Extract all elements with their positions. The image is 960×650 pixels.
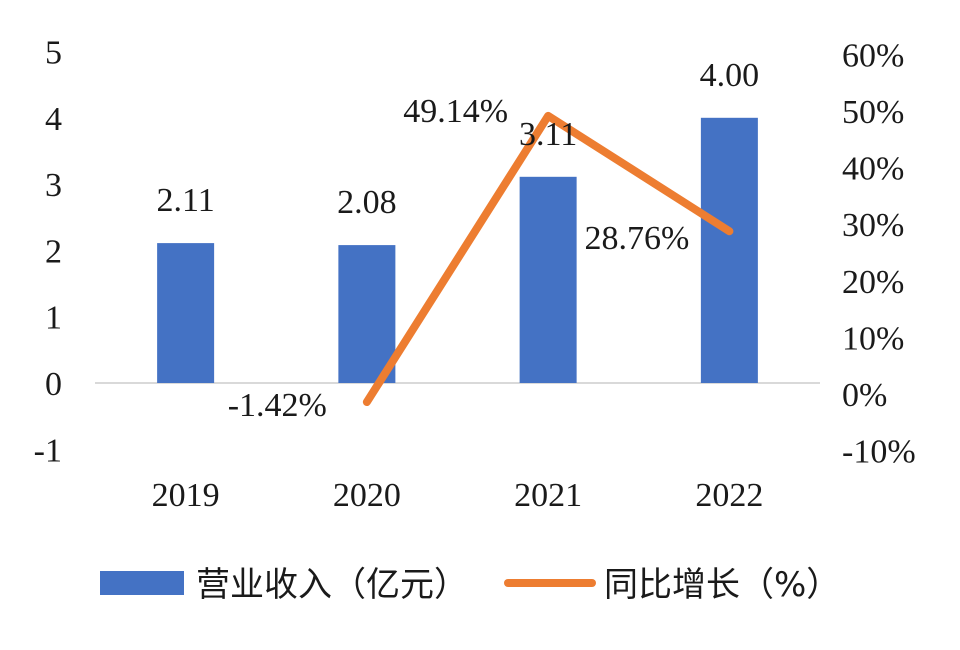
- x-axis: 2019 2020 2021 2022: [152, 477, 764, 514]
- growth-point-2020: [366, 401, 368, 403]
- legend-line-label: 同比增长（%）: [604, 565, 840, 605]
- y-right-tick-label: 30%: [842, 207, 904, 244]
- y-right-tick-label: 40%: [842, 151, 904, 188]
- bar-series: [157, 117, 758, 384]
- x-tick-label: 2019: [152, 477, 220, 514]
- y-left-tick-label: 5: [45, 35, 62, 72]
- growth-point-2022: [728, 230, 730, 232]
- y-left-tick-label: 1: [45, 300, 62, 337]
- y-left-tick-label: 0: [45, 366, 62, 403]
- bar-2019: [157, 243, 215, 383]
- y-right-tick-label: 10%: [842, 320, 904, 357]
- bar-value-label: 2.08: [337, 184, 397, 221]
- bar-2020: [338, 245, 396, 383]
- growth-point-2021: [547, 115, 549, 117]
- growth-value-label: -1.42%: [228, 387, 327, 424]
- y-right-tick-label: -10%: [842, 434, 916, 471]
- y-right-tick-label: 60%: [842, 37, 904, 74]
- bar-2022: [700, 117, 758, 384]
- legend-bar-swatch: [100, 571, 184, 595]
- y-left-tick-label: 3: [45, 167, 62, 204]
- y-left-tick-label: -1: [34, 432, 62, 469]
- growth-value-label: 28.76%: [585, 220, 690, 257]
- bar-value-label: 3.11: [519, 116, 577, 153]
- bar-data-labels: 2.11 2.08 3.11 4.00: [157, 57, 760, 221]
- x-tick-label: 2021: [514, 477, 582, 514]
- y-axis-left: 5 4 3 2 1 0 -1: [34, 35, 62, 470]
- growth-value-label: 49.14%: [403, 93, 508, 130]
- legend: 营业收入（亿元） 同比增长（%）: [100, 565, 840, 605]
- bar-value-label: 4.00: [700, 57, 760, 94]
- x-tick-label: 2022: [695, 477, 763, 514]
- x-tick-label: 2020: [333, 477, 401, 514]
- y-axis-right: 60% 50% 40% 30% 20% 10% 0% -10%: [842, 37, 916, 470]
- legend-bar-label: 营业收入（亿元）: [196, 565, 468, 605]
- y-right-tick-label: 20%: [842, 264, 904, 301]
- y-left-tick-label: 2: [45, 233, 62, 270]
- line-data-labels: -1.42% 49.14% 28.76%: [228, 93, 690, 424]
- bar-value-label: 2.11: [157, 182, 215, 219]
- bar-2021: [519, 176, 577, 383]
- y-left-tick-label: 4: [45, 101, 62, 138]
- y-right-tick-label: 50%: [842, 94, 904, 131]
- line-series: [362, 111, 734, 407]
- y-right-tick-label: 0%: [842, 377, 887, 414]
